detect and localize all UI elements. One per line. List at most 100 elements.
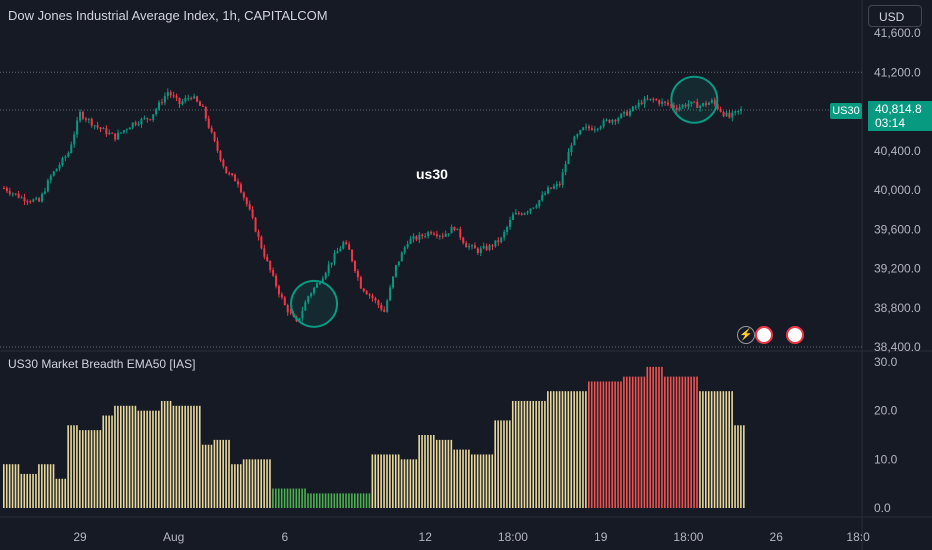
- candle-body: [626, 111, 629, 116]
- breadth-bar: [716, 391, 719, 508]
- breadth-bar: [418, 435, 420, 508]
- candle-body: [582, 127, 585, 131]
- flash-icon[interactable]: ⚡: [737, 326, 755, 344]
- breadth-bar: [269, 459, 271, 508]
- candle-body: [204, 106, 207, 119]
- candle-body: [213, 132, 216, 141]
- candle-body: [593, 129, 596, 131]
- candle-body: [561, 172, 564, 185]
- candle-body: [163, 96, 166, 103]
- breadth-bar: [330, 493, 333, 508]
- breadth-bar: [450, 439, 453, 508]
- candle-body: [73, 134, 76, 145]
- candle-body: [649, 98, 652, 100]
- breadth-bar: [397, 454, 400, 508]
- candle-body: [652, 98, 655, 100]
- candle-body: [29, 201, 32, 203]
- candle-body: [389, 287, 392, 301]
- candle-body: [3, 188, 5, 190]
- breadth-bar: [190, 405, 192, 508]
- breadth-bar: [435, 439, 438, 508]
- candle-body: [318, 283, 321, 285]
- candle-body: [137, 124, 140, 126]
- breadth-bar: [406, 459, 409, 508]
- candle-body: [190, 98, 193, 100]
- breadth-bar: [257, 459, 260, 508]
- breadth-bar: [321, 493, 324, 508]
- breadth-bar: [93, 430, 96, 508]
- breadth-bar: [3, 464, 5, 508]
- breadth-bar: [447, 439, 450, 508]
- breadth-bar: [146, 410, 148, 508]
- candle-body: [298, 318, 301, 322]
- breadth-bar: [506, 420, 508, 508]
- breadth-bar: [239, 464, 242, 508]
- breadth-bar: [26, 473, 28, 508]
- breadth-bar: [374, 454, 377, 508]
- y-tick-label: 10.0: [874, 452, 898, 466]
- breadth-bar: [140, 410, 143, 508]
- breadth-bar: [453, 449, 456, 508]
- breadth-bar: [14, 464, 17, 508]
- candle-body: [251, 209, 254, 218]
- us-flag-icon[interactable]: [786, 326, 804, 344]
- breadth-bar: [529, 400, 532, 508]
- breadth-bar: [102, 415, 105, 508]
- breadth-bar: [105, 415, 107, 508]
- candle-body: [462, 237, 465, 243]
- breadth-bar: [55, 478, 58, 508]
- candle-body: [573, 136, 576, 146]
- y-tick-label: 41,200.0: [874, 65, 921, 79]
- candle-body: [234, 174, 237, 182]
- breadth-bar: [248, 459, 251, 508]
- breadth-bar: [286, 488, 289, 508]
- candle-body: [67, 153, 70, 157]
- candle-body: [131, 122, 134, 128]
- breadth-bar: [608, 381, 611, 508]
- candle-body: [348, 244, 351, 250]
- breadth-bar: [588, 381, 590, 508]
- x-tick-label: 18:00: [673, 530, 703, 544]
- breadth-bar: [307, 493, 309, 508]
- breadth-bar: [427, 435, 429, 508]
- breadth-bar: [277, 488, 280, 508]
- candle-body: [432, 233, 435, 235]
- candle-body: [511, 214, 514, 220]
- candle-body: [623, 111, 626, 114]
- candle-body: [125, 129, 128, 131]
- breadth-bar: [713, 391, 716, 508]
- candle-body: [693, 101, 696, 103]
- candle-body: [304, 302, 307, 311]
- breadth-bar: [471, 454, 473, 508]
- breadth-bar: [500, 420, 502, 508]
- breadth-bar: [155, 410, 157, 508]
- breadth-bar: [61, 478, 64, 508]
- breadth-bar: [204, 444, 207, 508]
- breadth-bar: [485, 454, 488, 508]
- candle-body: [491, 245, 494, 247]
- breadth-bar: [35, 473, 37, 508]
- candle-body: [43, 191, 46, 194]
- us-flag-icon[interactable]: [755, 326, 773, 344]
- x-tick-label: 29: [73, 530, 87, 544]
- breadth-bar: [517, 400, 520, 508]
- breadth-bar: [298, 488, 301, 508]
- candle-body: [666, 102, 669, 105]
- candle-body: [146, 118, 149, 120]
- candle-body: [585, 126, 588, 128]
- candle-body: [41, 193, 44, 202]
- candle-body: [731, 112, 734, 118]
- breadth-bar: [333, 493, 336, 508]
- candle-body: [403, 247, 406, 253]
- y-tick-label: 20.0: [874, 404, 898, 418]
- breadth-bar: [614, 381, 616, 508]
- breadth-bar: [336, 493, 339, 508]
- y-tick-label: 38,400.0: [874, 340, 921, 354]
- currency-selector[interactable]: USD: [868, 5, 922, 27]
- candle-body: [38, 198, 41, 202]
- breadth-bar: [8, 464, 11, 508]
- candle-body: [155, 109, 158, 115]
- bar-countdown: 03:14: [875, 116, 906, 130]
- breadth-bar: [38, 464, 40, 508]
